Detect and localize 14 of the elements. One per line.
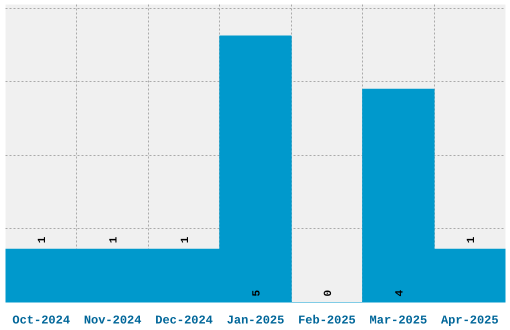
data-label: 1 bbox=[37, 236, 50, 244]
x-tick-label: Dec-2024 bbox=[155, 314, 213, 328]
data-label: 4 bbox=[394, 290, 406, 296]
x-tick-label: Nov-2024 bbox=[84, 314, 142, 328]
x-tick-label: Apr-2025 bbox=[440, 314, 499, 328]
data-label: 0 bbox=[322, 290, 335, 296]
data-label: 5 bbox=[252, 290, 264, 296]
x-tick-label: Mar-2025 bbox=[370, 314, 428, 328]
data-label: 1 bbox=[466, 236, 478, 244]
x-tick-label: Jan-2025 bbox=[226, 314, 284, 328]
x-tick-label: Oct-2024 bbox=[12, 314, 70, 328]
data-label: 1 bbox=[108, 236, 121, 244]
data-label: 1 bbox=[180, 236, 192, 244]
x-tick-label: Feb-2025 bbox=[298, 314, 356, 328]
